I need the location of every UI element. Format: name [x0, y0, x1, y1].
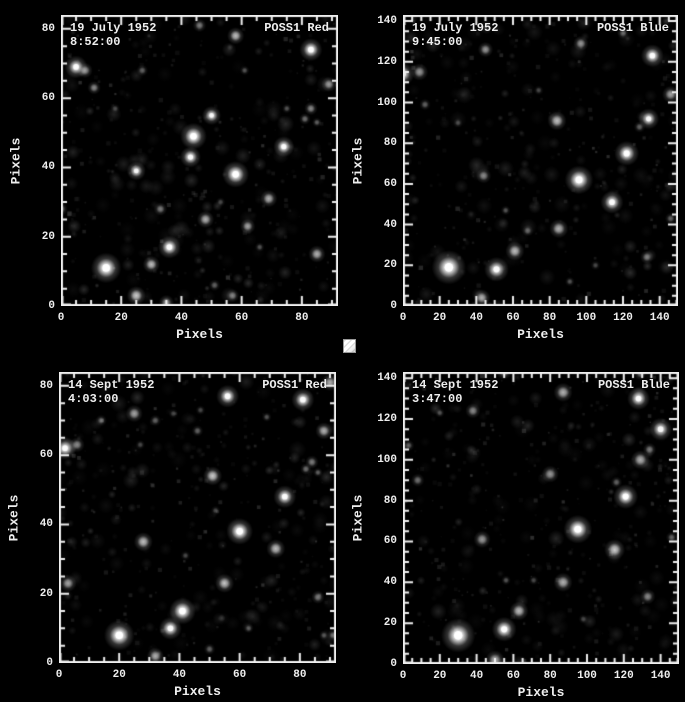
- y-tick-label: 40: [39, 518, 53, 531]
- x-tick-label: 40: [172, 669, 187, 681]
- x-tick-label: 80: [543, 670, 557, 682]
- y-tick-label: 60: [383, 535, 397, 548]
- y-tick-label: 0: [46, 657, 53, 669]
- y-tick-label: 60: [41, 92, 55, 105]
- x-tick-label: 100: [577, 670, 597, 682]
- x-tick-label: 0: [57, 312, 65, 324]
- x-tick-label: 80: [543, 312, 557, 324]
- x-tick-label: 60: [233, 669, 247, 681]
- y-tick-label: 20: [41, 230, 55, 243]
- y-tick-label: 80: [41, 22, 55, 35]
- plate-time-label: 9:45:00: [412, 35, 463, 49]
- plate-date-label: 14 Sept 1952: [68, 378, 155, 392]
- x-axis-label: Pixels: [174, 684, 221, 699]
- y-axis-label: Pixels: [6, 494, 22, 541]
- y-tick-label: 120: [377, 55, 397, 68]
- plate-time-label: 3:47:00: [412, 392, 463, 406]
- x-tick-label: 0: [399, 312, 407, 324]
- y-tick-label: 0: [390, 300, 397, 312]
- plate-time-label: 8:52:00: [70, 35, 121, 49]
- x-tick-label: 120: [613, 670, 634, 682]
- broken-image-placeholder-icon: [343, 339, 356, 353]
- star-field-image: [403, 372, 679, 664]
- x-tick-label: 40: [469, 670, 484, 682]
- y-tick-label: 80: [383, 494, 397, 507]
- x-axis-label: Pixels: [517, 685, 565, 700]
- x-tick-label: 0: [55, 669, 63, 681]
- plate-name-label: POSS1 Blue: [597, 378, 670, 392]
- star-field-image: [59, 372, 336, 663]
- x-tick-label: 20: [433, 670, 447, 682]
- x-tick-label: 20: [114, 312, 128, 324]
- y-tick-label: 40: [41, 161, 55, 174]
- x-tick-label: 40: [174, 312, 189, 324]
- y-tick-label: 60: [39, 449, 53, 462]
- x-axis-label: Pixels: [517, 327, 564, 342]
- y-tick-label: 100: [377, 96, 397, 109]
- x-tick-label: 140: [650, 670, 671, 682]
- x-tick-label: 60: [235, 312, 249, 324]
- y-tick-label: 140: [377, 372, 397, 385]
- y-tick-label: 80: [39, 379, 53, 392]
- x-tick-label: 20: [112, 669, 126, 681]
- plate-time-label: 4:03:00: [68, 392, 119, 406]
- y-axis-label: Pixels: [350, 137, 366, 184]
- x-tick-label: 140: [649, 312, 670, 324]
- y-tick-label: 0: [390, 658, 397, 670]
- plate-date-label: 19 July 1952: [70, 21, 157, 35]
- plate-date-label: 14 Sept 1952: [412, 378, 499, 392]
- x-tick-label: 20: [433, 312, 447, 324]
- y-tick-label: 80: [383, 137, 397, 150]
- x-tick-label: 80: [293, 669, 307, 681]
- y-tick-label: 20: [383, 259, 397, 272]
- y-tick-label: 120: [377, 412, 397, 425]
- y-axis-label: Pixels: [8, 137, 24, 184]
- plate-name-label: POSS1 Red: [262, 378, 327, 392]
- plate-name-label: POSS1 Red: [264, 21, 329, 35]
- y-tick-label: 100: [377, 453, 397, 466]
- plate-date-label: 19 July 1952: [412, 21, 499, 35]
- x-tick-label: 0: [399, 670, 407, 682]
- y-tick-label: 20: [39, 587, 53, 600]
- star-field-image: [403, 15, 678, 306]
- x-tick-label: 60: [506, 670, 520, 682]
- y-tick-label: 40: [383, 576, 397, 589]
- x-tick-label: 100: [576, 312, 597, 324]
- x-tick-label: 120: [613, 312, 633, 324]
- y-tick-label: 0: [48, 300, 55, 312]
- x-tick-label: 60: [506, 312, 520, 324]
- plate-name-label: POSS1 Blue: [596, 21, 669, 35]
- x-tick-label: 80: [295, 312, 309, 324]
- star-field-image: [61, 15, 338, 306]
- y-axis-label: Pixels: [350, 494, 366, 542]
- x-tick-label: 40: [469, 312, 483, 324]
- y-tick-label: 140: [377, 15, 397, 28]
- y-tick-label: 40: [383, 218, 397, 231]
- y-tick-label: 60: [383, 177, 397, 190]
- y-tick-label: 20: [383, 617, 397, 630]
- x-axis-label: Pixels: [176, 327, 223, 342]
